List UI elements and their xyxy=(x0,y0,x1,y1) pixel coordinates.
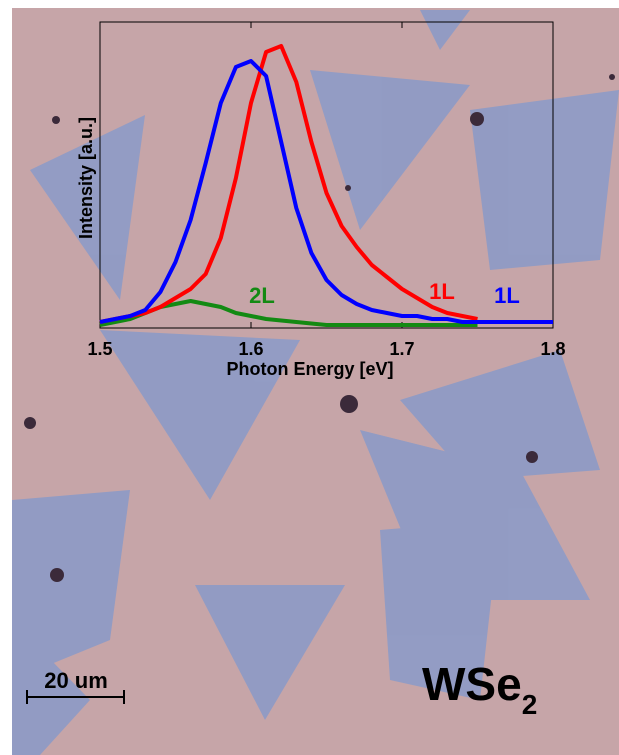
y-axis-label: Intensity [a.u.] xyxy=(76,117,96,239)
scale-bar-label: 20 um xyxy=(44,668,108,693)
series-label: 1L xyxy=(429,279,455,304)
particles xyxy=(24,74,615,582)
sample-label: WSe2 xyxy=(422,658,537,720)
sample-label-subscript: 2 xyxy=(522,689,538,720)
x-tick-label: 1.6 xyxy=(238,339,263,359)
series-line xyxy=(99,59,553,324)
series-line xyxy=(99,44,478,324)
x-axis-label: Photon Energy [eV] xyxy=(226,359,393,379)
x-tick-label: 1.7 xyxy=(389,339,414,359)
flakes xyxy=(12,10,619,755)
series-label: 2L xyxy=(249,283,275,308)
plot-frame xyxy=(99,21,554,329)
sample-label-base: WSe xyxy=(422,658,522,710)
series-label: 1L xyxy=(494,283,520,308)
x-tick-label: 1.8 xyxy=(540,339,565,359)
x-tick-label: 1.5 xyxy=(87,339,112,359)
